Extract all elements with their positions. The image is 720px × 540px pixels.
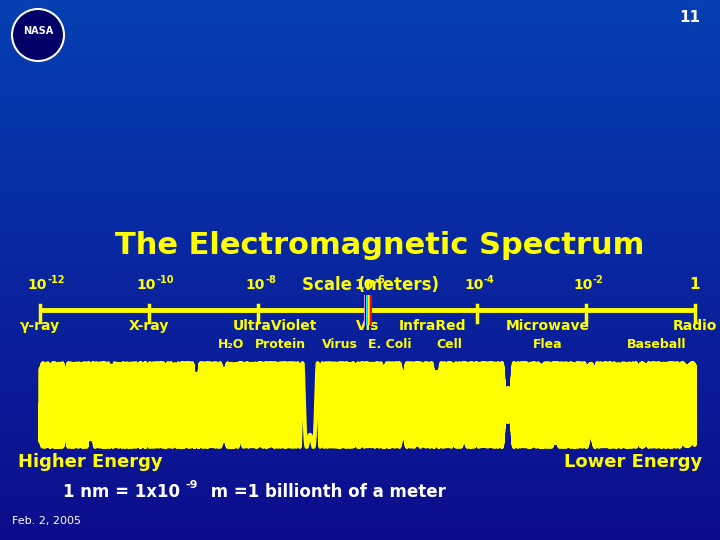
Text: m =1 billionth of a meter: m =1 billionth of a meter xyxy=(205,483,446,501)
Text: -2: -2 xyxy=(593,275,603,285)
Text: 10: 10 xyxy=(246,278,265,292)
Text: 10: 10 xyxy=(464,278,483,292)
Bar xyxy=(364,295,366,325)
Text: UltraViolet: UltraViolet xyxy=(233,319,317,333)
Text: Lower Energy: Lower Energy xyxy=(564,453,702,471)
Bar xyxy=(368,295,369,325)
Text: -10: -10 xyxy=(156,275,174,285)
Text: Radio: Radio xyxy=(672,319,717,333)
Bar xyxy=(367,295,368,325)
Text: -6: -6 xyxy=(374,275,385,285)
Text: The Electromagnetic Spectrum: The Electromagnetic Spectrum xyxy=(115,231,644,260)
Text: H₂O: H₂O xyxy=(218,339,244,352)
Text: InfraRed: InfraRed xyxy=(400,319,467,333)
Circle shape xyxy=(12,9,64,61)
Text: Protein: Protein xyxy=(255,339,306,352)
Bar xyxy=(366,295,367,325)
Text: γ-ray: γ-ray xyxy=(20,319,60,333)
Text: -9: -9 xyxy=(185,480,197,490)
Text: Virus: Virus xyxy=(323,339,358,352)
Bar xyxy=(369,295,370,325)
Text: Cell: Cell xyxy=(436,339,462,352)
Text: -12: -12 xyxy=(47,275,65,285)
Text: Higher Energy: Higher Energy xyxy=(18,453,163,471)
Text: 10: 10 xyxy=(137,278,156,292)
Text: X-ray: X-ray xyxy=(129,319,169,333)
Text: Microwave: Microwave xyxy=(505,319,590,333)
Text: Vis: Vis xyxy=(356,319,379,333)
Text: 10: 10 xyxy=(355,278,374,292)
Text: 1: 1 xyxy=(690,277,701,292)
Text: 10: 10 xyxy=(573,278,593,292)
Text: 11: 11 xyxy=(679,10,700,25)
Text: 1 nm = 1x10: 1 nm = 1x10 xyxy=(63,483,180,501)
Text: Scale (meters): Scale (meters) xyxy=(302,276,438,294)
Text: Baseball: Baseball xyxy=(627,339,687,352)
Text: Flea: Flea xyxy=(533,339,562,352)
Text: -8: -8 xyxy=(266,275,276,285)
Bar xyxy=(370,295,372,325)
Text: 10: 10 xyxy=(27,278,47,292)
Text: -4: -4 xyxy=(484,275,495,285)
Text: Feb. 2, 2005: Feb. 2, 2005 xyxy=(12,516,81,526)
Text: NASA: NASA xyxy=(23,26,53,36)
Text: E. Coli: E. Coli xyxy=(368,339,411,352)
